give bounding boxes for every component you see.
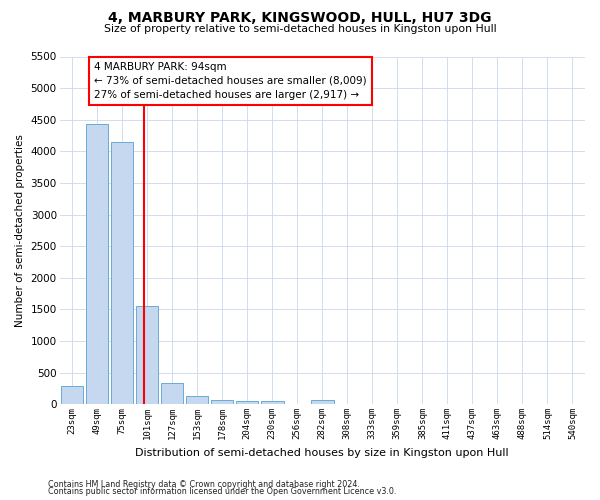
X-axis label: Distribution of semi-detached houses by size in Kingston upon Hull: Distribution of semi-detached houses by … [136, 448, 509, 458]
Text: 4, MARBURY PARK, KINGSWOOD, HULL, HU7 3DG: 4, MARBURY PARK, KINGSWOOD, HULL, HU7 3D… [108, 11, 492, 25]
Bar [236, 400, 259, 404]
Bar [211, 400, 233, 404]
Bar [86, 124, 109, 404]
Text: 4 MARBURY PARK: 94sqm
← 73% of semi-detached houses are smaller (8,009)
27% of s: 4 MARBURY PARK: 94sqm ← 73% of semi-deta… [94, 62, 367, 100]
Bar [111, 142, 133, 404]
Bar [161, 382, 184, 404]
Bar [61, 386, 83, 404]
Bar [311, 400, 334, 404]
Bar [186, 396, 208, 404]
Y-axis label: Number of semi-detached properties: Number of semi-detached properties [15, 134, 25, 327]
Bar [136, 306, 158, 404]
Text: Contains HM Land Registry data © Crown copyright and database right 2024.: Contains HM Land Registry data © Crown c… [48, 480, 360, 489]
Text: Contains public sector information licensed under the Open Government Licence v3: Contains public sector information licen… [48, 487, 397, 496]
Bar [261, 402, 284, 404]
Text: Size of property relative to semi-detached houses in Kingston upon Hull: Size of property relative to semi-detach… [104, 24, 496, 34]
